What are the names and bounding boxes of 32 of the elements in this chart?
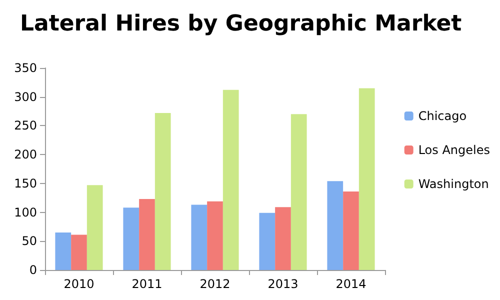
bar [358, 88, 375, 270]
bar [55, 232, 72, 270]
bar [86, 185, 103, 270]
bar [222, 90, 239, 270]
legend-label: Los Angeles [418, 143, 490, 157]
legend-label: Chicago [418, 109, 467, 123]
y-tick-label: 350 [14, 61, 37, 75]
x-tick-label: 2014 [336, 277, 366, 291]
x-tick-label: 2011 [132, 277, 162, 291]
y-tick-label: 300 [14, 90, 37, 104]
bar [290, 114, 307, 270]
bar [207, 201, 223, 270]
x-tick-label: 2010 [64, 277, 94, 291]
y-tick-label: 150 [14, 176, 37, 190]
bar [71, 234, 87, 270]
chart-title: Lateral Hires by Geographic Market [20, 12, 462, 36]
bar [139, 199, 155, 270]
bar [327, 181, 344, 270]
bar [259, 212, 276, 270]
bar [191, 204, 208, 270]
y-tick-label: 100 [14, 205, 37, 220]
y-tick-label: 200 [14, 148, 37, 162]
bar [123, 208, 140, 270]
y-tick-label: 50 [22, 234, 37, 248]
bar [275, 207, 291, 270]
y-tick-label: 250 [14, 118, 37, 133]
y-tick-label: 0 [29, 263, 37, 277]
legend-label: Washington [418, 177, 489, 191]
x-tick-label: 2013 [268, 277, 298, 291]
x-tick-label: 2012 [200, 277, 230, 291]
bar [154, 113, 171, 270]
bar [343, 192, 359, 270]
